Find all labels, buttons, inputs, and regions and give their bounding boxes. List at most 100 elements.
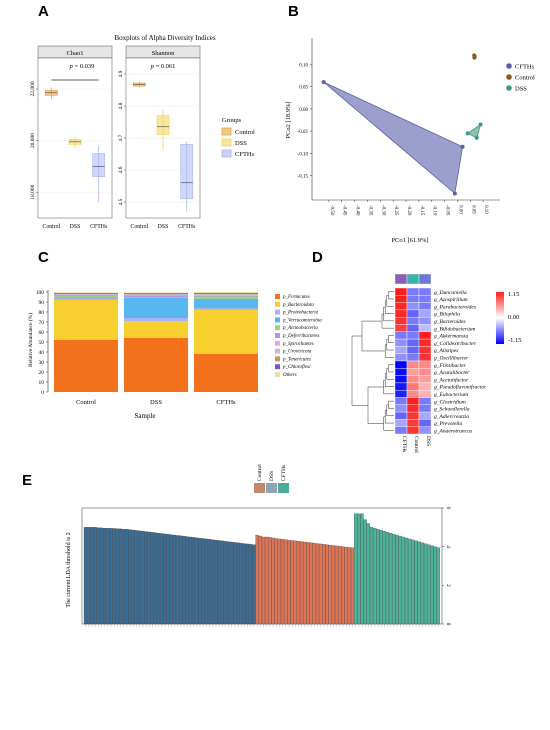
- stack-ytick-label: 50: [39, 340, 45, 346]
- heatmap-row-label: g_Colidextribacter: [434, 341, 477, 347]
- facet-xtick-label: CFTHs: [90, 224, 108, 230]
- stack-segment: [194, 310, 258, 354]
- facet-xtick-label: DSS: [70, 224, 81, 230]
- heatmap-cell: [406, 338, 420, 347]
- heatmap-row-label: g_Prevotella: [434, 421, 462, 427]
- pcoa-ytick-label: 0.05: [299, 86, 308, 91]
- heatmap-cell: [418, 353, 432, 362]
- lda-bar-dss: [131, 529, 135, 625]
- lda-bar-dss: [249, 544, 253, 625]
- lda-bar-cfths: [411, 539, 415, 625]
- lda-bar-cfths: [392, 533, 396, 625]
- panel-b-xlabel: PCo1 [61.9%]: [391, 237, 428, 244]
- stack-segment: [194, 296, 258, 299]
- heatmap-row-label: g_Clostridium: [434, 399, 466, 405]
- heatmap-cell: [394, 346, 408, 354]
- heatmap-cell: [418, 287, 432, 296]
- stack-legend-swatch: [275, 364, 280, 370]
- lda-bar-dss: [163, 533, 167, 625]
- stack-legend-swatch: [275, 348, 280, 354]
- stack-segment: [194, 299, 258, 308]
- pcoa-xtick-label: -0.40: [355, 205, 360, 216]
- heatmap-row-label: g_Adlercreutzia: [434, 414, 469, 420]
- heatmap-row-label: g_Bacteroides: [434, 319, 466, 325]
- lda-legend-swatch: [266, 483, 277, 493]
- facet-shannon: Shannon p = 0.061 4.5 4.6 4.7 4.8 4.9 Control…: [118, 45, 201, 230]
- stack-segment: [194, 354, 258, 392]
- lda-ytick-label: 6: [445, 507, 451, 510]
- lda-bar-control: [268, 537, 272, 625]
- stack-segment: [194, 308, 258, 310]
- heatmap-cell: [418, 317, 432, 325]
- heatmap-row-label: g_Parabacteroides: [434, 304, 476, 310]
- box-cfths: [92, 145, 105, 203]
- lda-bar-cfths: [369, 527, 374, 625]
- heatmap-cell: [406, 404, 420, 413]
- heatmap-cell: [418, 346, 432, 354]
- facet-ytick-label: 22,000: [30, 81, 36, 96]
- lda-bar-dss: [160, 533, 164, 625]
- dendrogram-branch: [386, 368, 394, 380]
- lda-bar-control: [331, 545, 335, 625]
- heatmap-cell: [418, 404, 432, 413]
- heatmap-cell: [394, 382, 408, 391]
- stack-segment: [194, 294, 258, 295]
- lda-bar-dss: [204, 538, 208, 625]
- panel-e-ylabel: The current LDA threshold is 2: [66, 532, 72, 607]
- stack-segment: [54, 295, 118, 296]
- lda-bar-control: [325, 544, 329, 625]
- facet-shannon-annotation: p = 0.061: [150, 63, 176, 70]
- stack-segment: [54, 300, 118, 340]
- pcoa-legend-label: CFTHs: [515, 64, 535, 71]
- lda-bar-dss: [150, 532, 154, 625]
- stack-legend-label: p_Verrucomicrobia: [282, 318, 322, 323]
- heatmap-cell: [406, 309, 420, 318]
- heatmap-row-label: g_Eubacterium: [434, 392, 468, 398]
- lda-bar-cfths: [408, 538, 412, 625]
- stack-ytick-label: 70: [39, 320, 45, 326]
- heatmap-cell: [394, 324, 408, 333]
- pcoa-xtick-label: -0.20: [406, 205, 411, 216]
- lda-bar-cfths: [417, 541, 421, 625]
- pcoa-xtick-label: -0.30: [380, 205, 385, 216]
- dendrogram-branch: [388, 335, 394, 343]
- lda-bar-control: [290, 540, 294, 625]
- lda-bar-dss: [106, 528, 110, 625]
- lda-bar-dss: [87, 527, 91, 625]
- box-control: [45, 87, 58, 100]
- lda-bar-control: [296, 541, 301, 625]
- heatmap-row-label: g_Alistipes: [434, 348, 458, 354]
- lda-bar-control: [261, 536, 266, 625]
- heatmap-row-label: g_Acutalibacter: [434, 370, 470, 376]
- heatmap-colorbar: [496, 292, 504, 344]
- heatmap-cell: [406, 302, 420, 311]
- pcoa-hull-cfths: [323, 81, 464, 195]
- stack-ytick-label: 0: [41, 390, 44, 396]
- lda-bar-dss: [96, 527, 100, 625]
- pcoa-xtick-label: 0.10: [483, 205, 488, 214]
- legend-label: CFTHs: [235, 151, 255, 158]
- lda-bar-dss: [214, 539, 218, 625]
- dendrogram-branch: [386, 404, 394, 416]
- stack-segment: [54, 293, 118, 294]
- lda-bar-dss: [109, 528, 113, 625]
- colorbar-tick-label: -1.15: [508, 337, 522, 344]
- lda-bar-dss: [83, 527, 88, 625]
- legend-label: DSS: [235, 140, 247, 147]
- panel-a-boxplots: Boxplots of Alpha Diversity Indices Chao…: [30, 34, 255, 230]
- lda-ytick-label: 0: [445, 623, 451, 626]
- lda-bar-dss: [239, 543, 243, 625]
- pcoa-xtick-label: 0.05: [470, 205, 475, 214]
- pcoa-xtick-label: -0.05: [445, 205, 450, 216]
- stack-segment: [194, 292, 258, 293]
- heatmap-cell: [394, 360, 408, 369]
- heatmap-cell: [394, 411, 408, 420]
- lda-bar-dss: [179, 535, 183, 625]
- lda-bar-control: [341, 546, 345, 625]
- heatmap-row-label: g_Anaerotruncus: [434, 429, 472, 435]
- heatmap-cell: [418, 302, 432, 311]
- heatmap-row-label: g_Schaedlerella: [434, 407, 470, 413]
- heatmap-cell: [406, 317, 420, 325]
- lda-bar-control: [322, 544, 326, 625]
- lda-bar-control: [277, 538, 281, 625]
